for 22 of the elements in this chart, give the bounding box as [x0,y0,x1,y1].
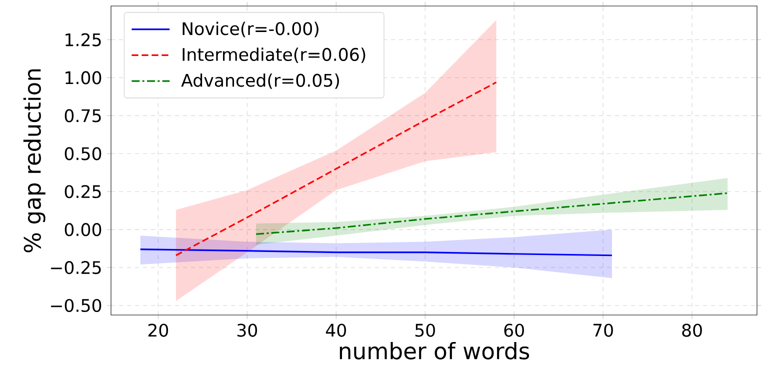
x-tick-label: 30 [237,324,258,337]
line-series [255,192,728,235]
y-tick-label: 1.25 [66,33,101,46]
x-axis-title: number of words [340,342,530,360]
x-tick-label: 50 [415,324,435,337]
legend-label: Intermediate(r=0.06) [182,48,366,64]
line-series [140,248,613,256]
x-tick-label: 20 [148,324,168,337]
legend-label: Advanced(r=0.05) [181,73,339,89]
y-tick-label: 0.50 [64,147,102,160]
x-tick-label: 80 [682,324,702,337]
x-tick-label: 70 [593,324,613,337]
legend-label: Novice(r=-0.00) [182,22,318,38]
y-tick-label: 0.25 [64,185,101,198]
y-tick-label: 0.75 [64,109,101,122]
x-tick-label: 60 [504,324,524,337]
y-tick-label: 1.00 [66,71,102,84]
x-tick-label: 40 [326,324,346,337]
y-tick-label: 0.00 [64,223,102,236]
y-tick-label: −0.25 [51,260,101,274]
y-axis-title: % gap reduction [23,69,46,252]
y-tick-label: −0.50 [51,298,102,312]
